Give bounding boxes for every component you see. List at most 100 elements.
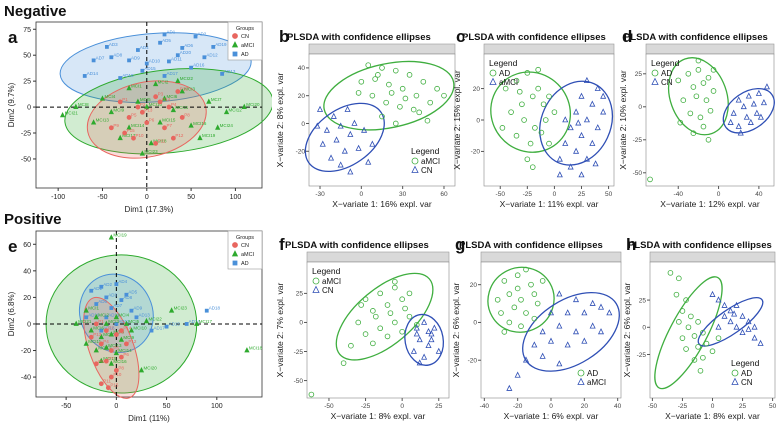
point-ad [685, 70, 692, 77]
point-cn [715, 296, 722, 303]
point-ad [502, 85, 509, 92]
legend-item-amci: aMCI [241, 43, 255, 49]
point-amci [424, 117, 431, 124]
point-label-amci: MCI12 [229, 107, 243, 112]
point-label-ad: AD12 [206, 52, 218, 57]
point-label-ad: AD6 [184, 43, 193, 48]
point-amci [531, 341, 538, 348]
point-amci [83, 340, 89, 346]
point-amci [126, 124, 132, 130]
x-tick-label: 0 [711, 403, 715, 410]
point-amci [188, 122, 194, 128]
x-tick-label: 50 [163, 403, 171, 410]
chart-title: PLSDA with confidence ellipses [459, 240, 603, 251]
point-ad [521, 117, 527, 123]
point-cn [351, 119, 358, 126]
point-cn [365, 158, 372, 165]
point-label-cn: P1 [98, 319, 104, 324]
y-tick-label: -25 [21, 131, 31, 138]
point-amci [386, 81, 392, 88]
point-ad [99, 284, 104, 289]
point-amci [126, 85, 132, 91]
y-tick-label: -40 [21, 375, 31, 382]
x-axis-label: X−variate 1: 8% expl. var [665, 411, 760, 421]
point-amci [340, 360, 347, 366]
panel-letter: a [8, 28, 18, 47]
point-label-amci: MCI8 [113, 330, 124, 335]
x-tick-label: 0 [717, 191, 721, 198]
point-label-ad: AD9 [131, 55, 140, 60]
point-label-amci: MCI23 [144, 149, 158, 154]
point-ad [693, 93, 700, 100]
point-label-cn: P16 [180, 87, 189, 92]
point-amci [88, 327, 94, 333]
point-label-amci: MCI1 [88, 306, 99, 311]
point-amci [373, 313, 379, 320]
point-cn [727, 118, 734, 125]
point-label-ad: AD1 [167, 29, 176, 34]
point-amci [358, 302, 364, 308]
point-ad [542, 117, 549, 123]
legend-marker-cn [731, 377, 739, 385]
x-tick-label: 0 [553, 191, 557, 198]
y-tick-label: 0 [476, 117, 480, 124]
legend-marker-cn [232, 242, 238, 248]
point-cn [763, 83, 770, 90]
point-ad [158, 40, 162, 45]
plot-area [483, 53, 615, 187]
point-amci [244, 347, 250, 353]
x-tick-label: -30 [315, 191, 325, 198]
point-ad [114, 282, 119, 287]
point-cn [126, 115, 132, 120]
point-amci [375, 72, 381, 78]
panel-letter: b [279, 28, 289, 46]
point-ad [697, 114, 704, 121]
ellipse-ad [487, 266, 555, 333]
y-axis-label: X−variate 2: 10% expl. var [618, 70, 628, 170]
point-label-ad: AD10 [149, 59, 161, 64]
point-amci [406, 290, 413, 297]
point-label-ad: AD8 [113, 52, 122, 57]
point-cn [122, 130, 128, 136]
point-label-cn: P11 [158, 138, 166, 143]
point-label-cn: P7 [167, 123, 173, 128]
x-tick-label: 40 [614, 403, 622, 410]
point-cn [753, 109, 760, 116]
point-label-cn: P6 [123, 352, 129, 357]
plot-area [649, 261, 776, 399]
point-label-ad: AD7 [96, 55, 105, 60]
x-tick-label: -50 [496, 191, 506, 198]
point-amci [139, 150, 146, 156]
point-label-amci: MCI1 [131, 83, 142, 88]
point-amci [362, 296, 369, 302]
point-amci [583, 116, 590, 123]
point-amci [362, 331, 369, 337]
x-tick-label: 50 [769, 403, 777, 410]
point-cn [715, 323, 722, 330]
point-amci [384, 333, 391, 340]
y-axis-label: X−variate 2: 6% expl. var [451, 282, 461, 377]
x-tick-label: 25 [578, 191, 586, 198]
legend-title: Legend [489, 58, 518, 68]
point-cn [709, 290, 716, 297]
x-tick-label: -25 [523, 191, 533, 198]
x-tick-label: 25 [739, 403, 747, 410]
ellipse-cn [722, 87, 775, 134]
point-amci [168, 307, 175, 313]
point-amci [547, 337, 555, 344]
point-amci [392, 319, 398, 326]
y-tick-label: 0 [642, 325, 646, 332]
point-ad [114, 322, 119, 326]
point-label-ad: AD4 [118, 279, 127, 284]
point-ad [710, 88, 717, 94]
point-ad [501, 329, 508, 335]
point-label-ad: AD11 [108, 312, 119, 317]
point-cn [755, 89, 762, 96]
point-label-cn: P7 [108, 356, 114, 361]
point-amci [413, 92, 420, 99]
point-ad [703, 97, 710, 103]
x-axis-label: X−variate 1: 11% expl. var [500, 199, 599, 209]
y-axis-label: X−variate 2: 6% expl. var [622, 282, 632, 377]
point-amci [123, 320, 130, 326]
point-cn [314, 122, 321, 129]
